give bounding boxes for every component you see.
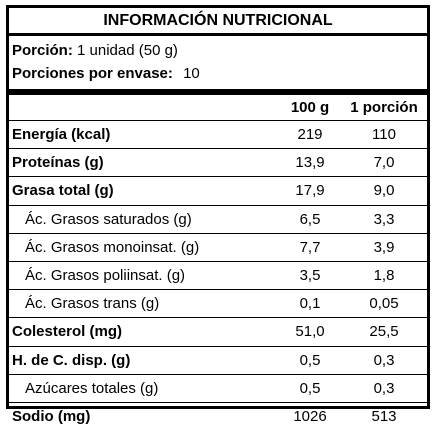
label-title: INFORMACIÓN NUTRICIONAL: [9, 8, 427, 36]
column-header-100g: 100 g: [290, 99, 330, 116]
nutrient-name: Proteínas (g): [12, 154, 104, 172]
servings-per-container-line: Porciones por envase: 10: [12, 62, 424, 85]
nutrient-name: Ác. Grasos saturados (g): [25, 210, 192, 228]
nutrient-value-100g: 0,5: [299, 351, 321, 369]
column-header-row: 100 g 1 porción: [9, 95, 427, 121]
nutrient-row-total-sugars: Azúcares totales (g) 0,5 0,3: [9, 375, 427, 403]
nutrient-value-100g: 7,7: [299, 238, 321, 256]
nutrient-row-protein: Proteínas (g) 13,9 7,0: [9, 149, 427, 178]
nutrient-row-cholesterol: Colesterol (mg) 51,0 25,5: [9, 318, 427, 347]
nutrient-value-serving: 9,0: [373, 182, 395, 200]
nutrient-row-polyunsaturated-fat: Ác. Grasos poliinsat. (g) 3,5 1,8: [9, 262, 427, 291]
nutrient-value-serving: 513: [371, 407, 397, 425]
nutrient-value-100g: 1026: [293, 407, 327, 425]
servings-per-container-label: Porciones por envase:: [12, 65, 173, 82]
serving-size-value: 1 unidad (50 g): [77, 42, 178, 59]
nutrition-facts-label: INFORMACIÓN NUTRICIONAL Porción: 1 unida…: [6, 5, 430, 425]
servings-per-container-value: 10: [183, 65, 200, 82]
nutrient-value-100g: 3,5: [299, 266, 321, 284]
nutrient-name: Azúcares totales (g): [25, 379, 159, 397]
nutrient-name: Ác. Grasos monoinsat. (g): [25, 238, 200, 256]
nutrient-row-monounsaturated-fat: Ác. Grasos monoinsat. (g) 7,7 3,9: [9, 234, 427, 262]
nutrient-value-100g: 17,9: [295, 182, 325, 200]
nutrient-value-100g: 6,5: [299, 210, 321, 228]
nutrient-value-serving: 3,3: [373, 210, 395, 228]
nutrient-value-serving: 1,8: [373, 266, 395, 284]
nutrient-value-serving: 0,3: [373, 351, 395, 369]
nutrient-name: Ác. Grasos trans (g): [25, 295, 160, 313]
serving-size-label: Porción:: [12, 42, 73, 59]
column-header-serving: 1 porción: [350, 99, 418, 116]
thick-divider: [9, 89, 427, 95]
serving-info: Porción: 1 unidad (50 g) Porciones por e…: [9, 36, 427, 85]
nutrient-rows: Energía (kcal) 219 110 Proteínas (g) 13,…: [9, 121, 427, 430]
nutrient-row-total-fat: Grasa total (g) 17,9 9,0: [9, 177, 427, 206]
nutrient-value-serving: 0,3: [373, 379, 395, 397]
nutrient-row-energy: Energía (kcal) 219 110: [9, 121, 427, 150]
nutrient-name: Colesterol (mg): [12, 323, 123, 341]
nutrient-row-saturated-fat: Ác. Grasos saturados (g) 6,5 3,3: [9, 206, 427, 234]
nutrient-value-100g: 0,5: [299, 379, 321, 397]
nutrient-name: Ác. Grasos poliinsat. (g): [25, 266, 186, 284]
nutrient-value-100g: 219: [297, 126, 323, 143]
nutrient-name: H. de C. disp. (g): [12, 351, 131, 369]
nutrient-value-100g: 13,9: [295, 154, 325, 172]
nutrient-value-serving: 110: [372, 126, 396, 143]
nutrient-row-sodium: Sodio (mg) 1026 513: [9, 403, 427, 430]
nutrient-value-100g: 0,1: [299, 295, 321, 313]
serving-size-line: Porción: 1 unidad (50 g): [12, 39, 424, 62]
nutrient-value-serving: 0,05: [369, 295, 399, 313]
nutrient-row-trans-fat: Ác. Grasos trans (g) 0,1 0,05: [9, 290, 427, 319]
nutrient-value-serving: 25,5: [369, 323, 399, 341]
nutrient-value-serving: 7,0: [373, 154, 395, 172]
nutrient-name: Sodio (mg): [12, 407, 91, 425]
nutrient-name: Grasa total (g): [12, 182, 114, 200]
nutrient-name: Energía (kcal): [12, 126, 111, 143]
nutrient-value-serving: 3,9: [373, 238, 395, 256]
nutrient-value-100g: 51,0: [295, 323, 325, 341]
nutrient-row-available-carbs: H. de C. disp. (g) 0,5 0,3: [9, 347, 427, 375]
